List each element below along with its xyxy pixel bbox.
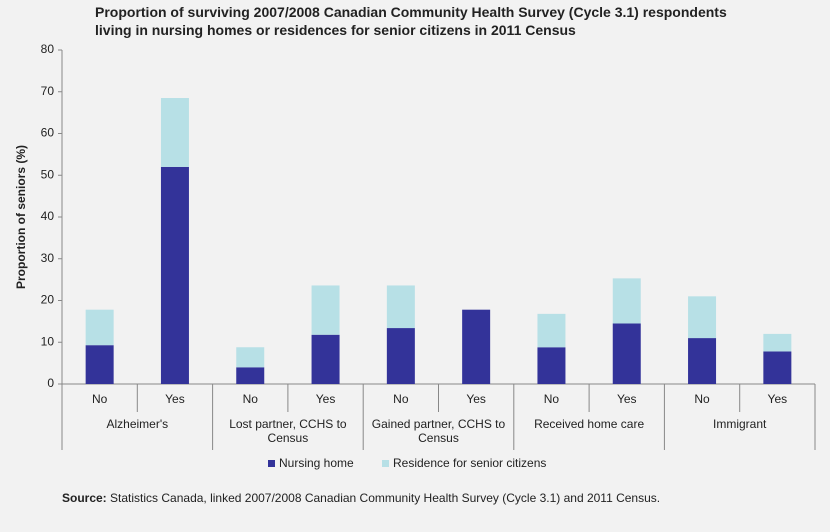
- y-tick-label: 10: [41, 334, 55, 348]
- y-tick-label: 80: [41, 42, 55, 56]
- bar-segment: [236, 367, 265, 384]
- bar-segment: [311, 285, 340, 335]
- group-label: Received home care: [534, 417, 645, 431]
- x-tick-label: Yes: [315, 392, 336, 406]
- chart-title: Proportion of surviving 2007/2008 Canadi…: [95, 4, 727, 38]
- y-tick-label: 20: [41, 293, 55, 307]
- x-tick-label: Yes: [165, 392, 185, 406]
- x-tick-label: No: [393, 392, 409, 406]
- bar-segment: [386, 285, 415, 329]
- bar-segment: [85, 345, 114, 384]
- source-label: Source:: [62, 491, 107, 505]
- y-tick-label: 60: [41, 126, 55, 140]
- legend-label: Nursing home: [279, 456, 354, 470]
- x-tick-label: No: [91, 392, 108, 406]
- bar-segment: [537, 347, 566, 384]
- legend-swatch: [382, 460, 389, 467]
- x-tick-label: No: [242, 392, 258, 406]
- bar-segment: [612, 323, 641, 384]
- x-tick-label: No: [694, 392, 710, 406]
- legend-label: Residence for senior citizens: [393, 456, 546, 470]
- bar-segment: [160, 166, 189, 384]
- bar-segment: [688, 296, 717, 339]
- bar-segment: [160, 98, 189, 167]
- y-tick-label: 70: [41, 84, 55, 98]
- legend-swatch: [268, 460, 275, 467]
- bar-segment: [763, 333, 792, 352]
- group-label: Lost partner, CCHS to Census: [229, 417, 347, 445]
- bar-segment: [236, 347, 265, 368]
- group-label: Gained partner, CCHS to Census: [371, 417, 506, 445]
- bar-segment: [763, 351, 792, 384]
- y-axis-label: Proportion of seniors (%): [14, 145, 28, 289]
- y-tick-label: 30: [41, 251, 55, 265]
- y-tick-label: 50: [41, 167, 55, 181]
- source-note: Source: Statistics Canada, linked 2007/2…: [62, 491, 702, 506]
- bar-segment: [688, 338, 717, 384]
- x-tick-label: No: [543, 392, 560, 406]
- source-text: Statistics Canada, linked 2007/2008 Cana…: [110, 491, 661, 505]
- bar-segment: [537, 313, 566, 348]
- x-tick-label: Yes: [616, 392, 637, 406]
- x-tick-label: Yes: [466, 392, 486, 406]
- bar-segment: [612, 278, 641, 324]
- x-tick-label: Yes: [767, 392, 788, 406]
- bar-segment: [386, 328, 415, 384]
- bar-segment: [85, 309, 114, 346]
- group-label: Alzheimer's: [106, 417, 169, 431]
- bar-segment: [311, 334, 340, 384]
- y-tick-label: 40: [41, 209, 55, 223]
- group-label: Immigrant: [713, 417, 767, 431]
- y-tick-label: 0: [47, 376, 54, 390]
- bar-segment: [462, 309, 491, 384]
